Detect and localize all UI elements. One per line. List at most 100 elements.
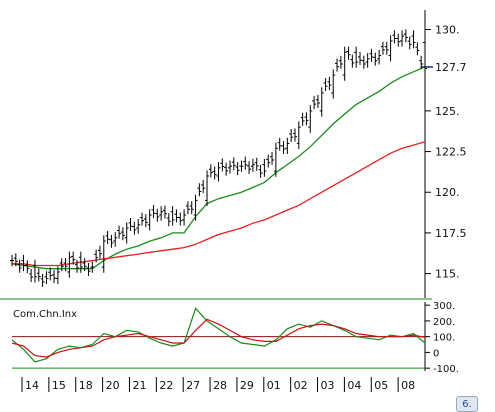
indicator-line-1 bbox=[11, 318, 426, 358]
date-tick-label: 02 bbox=[294, 379, 308, 392]
price-bar bbox=[357, 52, 362, 66]
price-tick-label: 127.7 bbox=[435, 61, 467, 74]
price-bar bbox=[71, 251, 76, 265]
price-bar bbox=[304, 112, 309, 126]
price-bar bbox=[423, 36, 427, 75]
price-bar bbox=[185, 201, 190, 215]
price-tick-label: 130. bbox=[435, 24, 460, 37]
price-bar bbox=[331, 69, 336, 99]
price-tick-label: 115. bbox=[435, 268, 460, 281]
price-bar bbox=[419, 55, 424, 69]
price-bar bbox=[182, 209, 187, 226]
date-tick-label: 22 bbox=[159, 379, 173, 392]
indicator-title: Com.Chn.Inx bbox=[13, 309, 77, 320]
price-bar bbox=[10, 254, 14, 267]
price-bar bbox=[377, 49, 382, 65]
price-bar bbox=[147, 209, 152, 231]
price-bar bbox=[36, 268, 41, 282]
price-bar bbox=[415, 42, 420, 56]
price-bar bbox=[312, 95, 317, 109]
price-bar bbox=[373, 52, 378, 66]
price-bar bbox=[105, 231, 110, 245]
price-bar bbox=[231, 157, 236, 171]
price-bar bbox=[369, 48, 374, 62]
price-tick-label: 122.5 bbox=[435, 146, 467, 159]
price-bar bbox=[159, 206, 164, 221]
price-bar bbox=[235, 162, 240, 176]
price-bar bbox=[189, 201, 194, 215]
price-bar bbox=[86, 263, 91, 277]
price-bar bbox=[166, 213, 171, 227]
scroll-right-button[interactable]: 6. bbox=[456, 396, 478, 412]
price-bar bbox=[239, 160, 244, 172]
moving-average-line-2 bbox=[12, 141, 426, 267]
price-bar bbox=[338, 55, 343, 69]
price-bar bbox=[29, 268, 34, 282]
price-bar bbox=[67, 251, 72, 278]
price-bar bbox=[277, 137, 282, 151]
price-bar bbox=[365, 53, 370, 68]
price-bar bbox=[32, 259, 37, 283]
date-tick-label: 29 bbox=[240, 379, 254, 392]
price-bar bbox=[380, 41, 385, 55]
price-bar bbox=[227, 160, 232, 174]
price-bar bbox=[178, 212, 183, 226]
price-bar bbox=[170, 206, 175, 226]
indicator-tick-label: -100. bbox=[433, 364, 459, 375]
price-bar bbox=[388, 35, 393, 62]
price-tick-label: 120. bbox=[435, 186, 460, 199]
price-bar bbox=[247, 161, 252, 175]
price-bar bbox=[285, 137, 290, 154]
price-bar bbox=[48, 267, 53, 281]
price-bar bbox=[132, 221, 137, 235]
price-bar bbox=[400, 30, 405, 47]
price-bar bbox=[97, 245, 102, 259]
price-bar bbox=[250, 158, 255, 172]
price-bar bbox=[403, 29, 408, 43]
indicator-tick-label: 0 bbox=[433, 348, 439, 359]
price-bar bbox=[323, 78, 328, 92]
price-bar bbox=[13, 253, 18, 267]
indicator-panel: 300. 200. 100. 0 -100. Com.Chn.Inx bbox=[0, 298, 459, 375]
indicator-tick-label: 100. bbox=[433, 333, 455, 344]
price-bar bbox=[292, 128, 297, 142]
price-bar bbox=[55, 266, 60, 285]
price-bar bbox=[300, 112, 305, 126]
x-axis: 14 15 18 20 21 22 27 28 29 01 02 03 04 05 08 bbox=[21, 377, 415, 392]
price-bar bbox=[346, 46, 351, 60]
price-bar bbox=[151, 204, 156, 218]
price-bar bbox=[411, 30, 416, 49]
price-bar bbox=[113, 232, 118, 247]
price-bar bbox=[281, 140, 286, 154]
indicator-tick-label: 200. bbox=[433, 317, 455, 328]
date-tick-label: 15 bbox=[52, 379, 66, 392]
price-bar bbox=[193, 194, 198, 221]
price-bar bbox=[75, 259, 80, 273]
price-bar bbox=[308, 105, 313, 133]
price-bar bbox=[21, 254, 26, 272]
price-bar bbox=[143, 214, 148, 228]
price-bar bbox=[90, 261, 95, 273]
price-bar bbox=[128, 218, 133, 232]
price-bar bbox=[44, 271, 49, 285]
price-bar bbox=[266, 154, 271, 168]
price-bar bbox=[212, 166, 217, 180]
price-panel: 130. 127.7 125. 122.5 120. 117.5 115. bbox=[10, 10, 467, 298]
date-tick-label: 01 bbox=[267, 379, 281, 392]
price-bar bbox=[243, 156, 248, 170]
date-tick-label: 14 bbox=[25, 379, 39, 392]
price-bar bbox=[258, 164, 263, 178]
price-bar bbox=[17, 259, 22, 273]
price-tick-label: 125. bbox=[435, 105, 460, 118]
price-bar bbox=[78, 251, 83, 273]
price-bar bbox=[101, 235, 106, 273]
price-bar bbox=[342, 46, 347, 81]
price-bar bbox=[205, 170, 210, 207]
price-bar bbox=[201, 180, 206, 194]
date-tick-label: 08 bbox=[401, 379, 415, 392]
date-tick-label: 18 bbox=[79, 379, 93, 392]
price-bar bbox=[109, 234, 114, 248]
price-bar bbox=[319, 87, 324, 117]
price-tick-label: 117.5 bbox=[435, 227, 467, 240]
price-bar bbox=[63, 258, 68, 272]
